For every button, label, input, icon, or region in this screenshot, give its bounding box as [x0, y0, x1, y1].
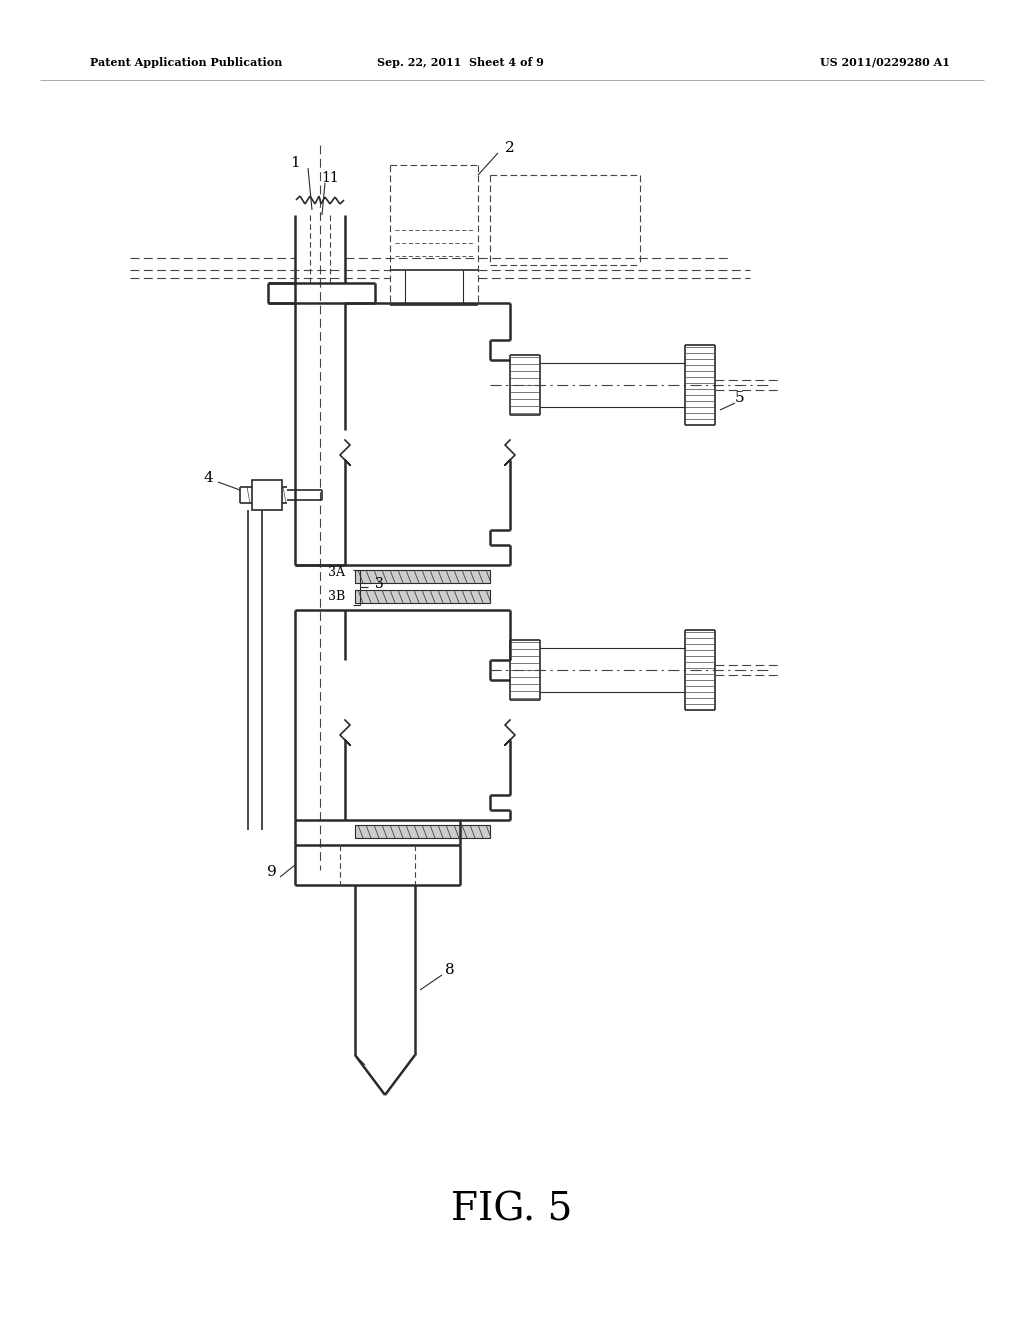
Text: 3B: 3B [328, 590, 345, 602]
Text: 3A: 3A [328, 565, 345, 578]
Bar [252, 480, 282, 510]
Bar [355, 570, 490, 583]
Text: 9: 9 [267, 865, 276, 879]
Text: Patent Application Publication: Patent Application Publication [90, 57, 283, 67]
Text: 4: 4 [203, 471, 213, 484]
Text: 1: 1 [290, 156, 300, 170]
Bar [355, 590, 490, 603]
Text: 2: 2 [505, 141, 515, 154]
Text: Sep. 22, 2011  Sheet 4 of 9: Sep. 22, 2011 Sheet 4 of 9 [377, 57, 544, 67]
Text: 8: 8 [445, 964, 455, 977]
Text: US 2011/0229280 A1: US 2011/0229280 A1 [820, 57, 950, 67]
Text: 3: 3 [375, 577, 384, 591]
Text: 11: 11 [322, 172, 339, 185]
Text: FIG. 5: FIG. 5 [452, 1192, 572, 1229]
Text: 5: 5 [735, 391, 744, 405]
Bar [355, 825, 490, 838]
